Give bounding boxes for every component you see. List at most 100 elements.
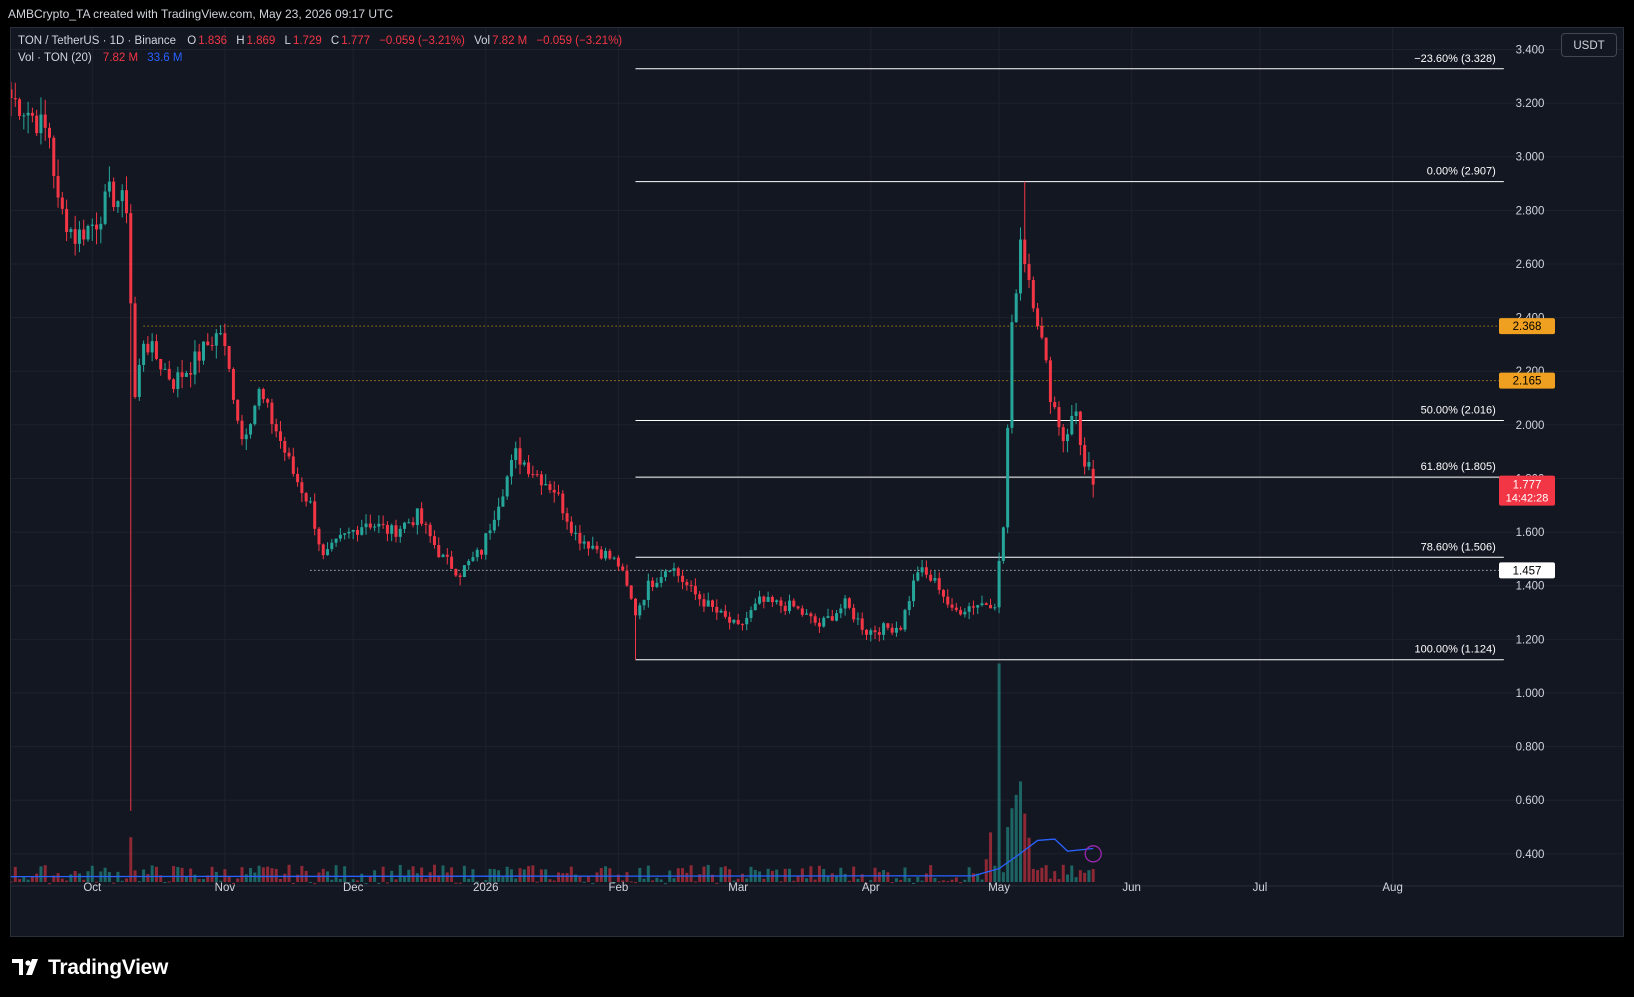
volume-bar bbox=[1031, 868, 1035, 882]
volume-bar bbox=[184, 876, 188, 882]
candle-body bbox=[899, 627, 903, 630]
last-price-tag bbox=[1499, 475, 1555, 506]
volume-bar bbox=[655, 877, 659, 882]
volume-bar bbox=[860, 874, 864, 882]
y-tick-label: 2.000 bbox=[1516, 420, 1545, 432]
currency-button[interactable]: USDT bbox=[1561, 33, 1617, 57]
candle-body bbox=[381, 523, 385, 525]
volume-bar bbox=[1061, 864, 1065, 882]
volume-bar bbox=[792, 880, 796, 882]
volume-bar bbox=[163, 882, 167, 884]
volume-bar bbox=[39, 866, 43, 882]
candle-body bbox=[390, 525, 394, 534]
candle-body bbox=[373, 526, 377, 528]
candle-body bbox=[916, 572, 920, 581]
candle-body bbox=[261, 389, 265, 400]
candle-body bbox=[971, 606, 975, 608]
change-value: −0.059 (−3.21%) bbox=[379, 35, 465, 47]
candle-body bbox=[497, 506, 501, 520]
close-key: C bbox=[330, 35, 340, 47]
candle-body bbox=[663, 571, 667, 578]
volume-bar bbox=[557, 872, 561, 882]
candle-body bbox=[227, 346, 231, 369]
candle-body bbox=[492, 519, 496, 531]
volume-bar bbox=[471, 869, 475, 882]
candle-body bbox=[531, 474, 535, 476]
flash-icon bbox=[1084, 845, 1102, 863]
volume-bar bbox=[450, 867, 454, 882]
fib-level-label: 78.60% (1.506) bbox=[1421, 541, 1496, 553]
x-tick-label: Aug bbox=[1382, 882, 1402, 894]
candle-body bbox=[403, 522, 407, 529]
candle-body bbox=[805, 613, 809, 615]
candle-body bbox=[967, 606, 971, 612]
volume-bar bbox=[839, 867, 843, 882]
volume-bar bbox=[809, 866, 813, 882]
volume-bar bbox=[244, 874, 248, 882]
candle-body bbox=[740, 624, 744, 626]
candle-body bbox=[775, 600, 779, 603]
volume-bar bbox=[800, 868, 804, 882]
x-tick-label: Nov bbox=[215, 882, 236, 894]
candle-body bbox=[22, 115, 26, 117]
candle-body bbox=[278, 431, 282, 441]
candle-body bbox=[432, 536, 436, 546]
volume-bar bbox=[912, 882, 916, 884]
volume-bar bbox=[873, 867, 877, 882]
volume-bar bbox=[69, 874, 73, 882]
volume-bar bbox=[997, 663, 1001, 882]
volume-bar bbox=[124, 878, 128, 882]
volume-ma-value: 33.6 M bbox=[147, 52, 183, 64]
chart-frame[interactable]: −23.60% (3.328) 0.00% (2.907) 50.00% (2.01… bbox=[10, 27, 1624, 937]
candle-body bbox=[796, 606, 800, 609]
candle-body bbox=[137, 364, 141, 398]
volume-bar bbox=[385, 882, 389, 884]
symbol-label[interactable]: TON / TetherUS · 1D · Binance bbox=[18, 35, 177, 47]
volume-bar bbox=[1091, 868, 1095, 882]
candle-body bbox=[993, 607, 997, 609]
candle-body bbox=[35, 115, 39, 134]
volume-bar bbox=[360, 873, 364, 882]
volume-bar bbox=[18, 879, 22, 882]
candle-body bbox=[107, 181, 111, 192]
candle-body bbox=[355, 529, 359, 535]
candle-body bbox=[458, 575, 462, 577]
x-tick-label: Apr bbox=[862, 882, 880, 894]
candle-body bbox=[608, 550, 612, 559]
tradingview-logo[interactable]: TradingView bbox=[12, 955, 168, 981]
volume-bar bbox=[569, 866, 573, 882]
candle-body bbox=[437, 545, 441, 558]
last-price-countdown: 14:42:28 bbox=[1506, 493, 1549, 505]
volume-bar bbox=[989, 832, 993, 882]
volume-bar bbox=[56, 873, 60, 882]
candle-body bbox=[839, 608, 843, 614]
candle-body bbox=[698, 594, 702, 600]
volume-bar bbox=[445, 872, 449, 882]
candle-body bbox=[565, 513, 569, 522]
volume-bar bbox=[689, 865, 693, 882]
volume-bar bbox=[103, 867, 107, 882]
volume-bar bbox=[993, 865, 997, 882]
volume-bar bbox=[313, 883, 317, 885]
candle-body bbox=[39, 114, 43, 134]
volume-bar bbox=[826, 875, 830, 882]
candle-body bbox=[706, 600, 710, 607]
candle-body bbox=[189, 372, 193, 375]
candle-body bbox=[728, 616, 732, 623]
volume-bar bbox=[638, 867, 642, 882]
volume-bar bbox=[428, 872, 432, 882]
volume-indicator-label[interactable]: Vol · TON (20) bbox=[18, 52, 92, 64]
candle-body bbox=[304, 493, 308, 502]
candle-body bbox=[240, 420, 244, 440]
candle-body bbox=[462, 565, 466, 577]
volume-bar bbox=[937, 881, 941, 883]
candle-body bbox=[26, 112, 30, 116]
volume-bar bbox=[941, 880, 945, 882]
x-tick-label: Oct bbox=[83, 882, 102, 894]
volume-bars bbox=[11, 663, 1095, 885]
price-chart[interactable]: −23.60% (3.328) 0.00% (2.907) 50.00% (2.01… bbox=[11, 28, 1623, 936]
volume-bar bbox=[95, 881, 99, 883]
volume-bar bbox=[82, 879, 86, 882]
candle-body bbox=[287, 452, 291, 457]
volume-bar bbox=[137, 881, 141, 883]
